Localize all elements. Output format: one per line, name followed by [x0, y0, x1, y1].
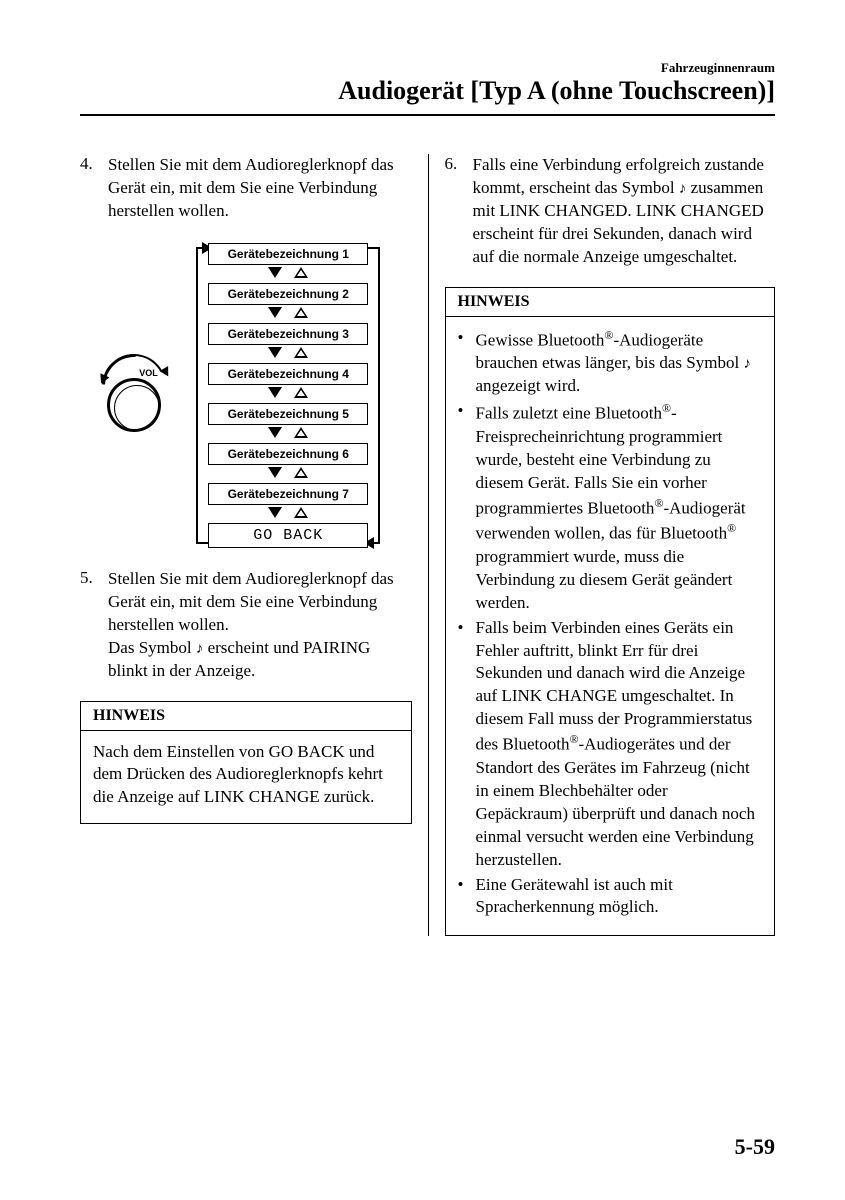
volume-knob-icon: VOL [103, 350, 178, 440]
step-text: Stellen Sie mit dem Audioreglerknopf das… [108, 568, 412, 683]
device-list: Gerätebezeichnung 1 Gerätebezeichnung 2 … [188, 237, 388, 554]
device-item: Gerätebezeichnung 2 [208, 283, 368, 305]
content-columns: 4. Stellen Sie mit dem Audioreglerknopf … [80, 154, 775, 936]
device-item: Gerätebezeichnung 5 [208, 403, 368, 425]
hinweis-box: HINWEIS Nach dem Einstellen von GO BACK … [80, 701, 412, 825]
hinweis-box: HINWEIS •Gewisse Bluetooth®-Audiogeräte … [445, 287, 776, 937]
left-column: 4. Stellen Sie mit dem Audioreglerknopf … [80, 154, 428, 936]
go-back-item: GO BACK [208, 523, 368, 548]
section-label: Fahrzeuginnenraum [80, 60, 775, 76]
step-number: 5. [80, 568, 108, 683]
device-item: Gerätebezeichnung 4 [208, 363, 368, 385]
hinweis-body: Nach dem Einstellen von GO BACK und dem … [81, 731, 411, 824]
header-rule [80, 114, 775, 116]
step-text: Stellen Sie mit dem Audioreglerknopf das… [108, 154, 412, 223]
hinweis-body: •Gewisse Bluetooth®-Audiogeräte brauchen… [446, 317, 775, 936]
step-number: 6. [445, 154, 473, 269]
step-5: 5. Stellen Sie mit dem Audioreglerknopf … [80, 568, 412, 683]
right-column: 6. Falls eine Verbindung erfolgreich zus… [428, 154, 776, 936]
page-header: Fahrzeuginnenraum Audiogerät [Typ A (ohn… [80, 60, 775, 106]
device-item: Gerätebezeichnung 7 [208, 483, 368, 505]
device-item: Gerätebezeichnung 3 [208, 323, 368, 345]
step-text: Falls eine Verbindung erfolgreich zustan… [473, 154, 776, 269]
hinweis-heading: HINWEIS [446, 288, 775, 317]
step-number: 4. [80, 154, 108, 223]
device-item: Gerätebezeichnung 6 [208, 443, 368, 465]
hinweis-heading: HINWEIS [81, 702, 411, 731]
hinweis-bullet: •Falls zuletzt eine Bluetooth®-Freisprec… [458, 400, 763, 614]
device-item: Gerätebezeichnung 1 [208, 243, 368, 265]
music-note-icon: ♪ [743, 356, 751, 372]
device-diagram: VOL Gerätebezeichnung 1 Gerätebezeichnun… [80, 237, 412, 554]
step-6: 6. Falls eine Verbindung erfolgreich zus… [445, 154, 776, 269]
hinweis-bullet: •Gewisse Bluetooth®-Audiogeräte brauchen… [458, 327, 763, 398]
page-number: 5-59 [735, 1134, 775, 1160]
page-title: Audiogerät [Typ A (ohne Touchscreen)] [80, 76, 775, 106]
hinweis-bullet: •Falls beim Verbinden eines Geräts ein F… [458, 617, 763, 872]
hinweis-bullet: •Eine Gerätewahl ist auch mit Spracherke… [458, 874, 763, 920]
step-4: 4. Stellen Sie mit dem Audioreglerknopf … [80, 154, 412, 223]
